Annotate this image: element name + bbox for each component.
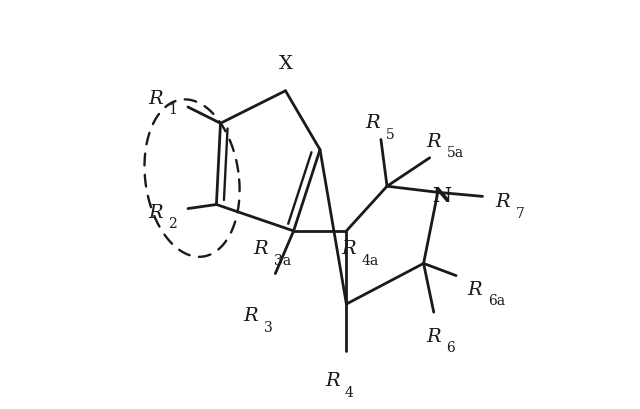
Text: X: X [278, 55, 292, 73]
Text: R: R [148, 90, 163, 108]
Text: R: R [426, 328, 441, 346]
Text: R: R [467, 281, 482, 299]
Text: R: R [495, 193, 510, 211]
Text: 1: 1 [168, 103, 177, 117]
Text: R: R [244, 307, 259, 325]
Text: R: R [365, 114, 380, 132]
Text: R: R [341, 240, 356, 258]
Text: 7: 7 [515, 207, 524, 221]
Text: 6: 6 [447, 341, 455, 355]
Text: N: N [432, 186, 451, 206]
Text: 4a: 4a [362, 254, 379, 267]
Text: 3a: 3a [275, 254, 292, 267]
Text: R: R [254, 240, 268, 258]
Text: 4: 4 [345, 386, 354, 400]
Text: 5: 5 [385, 128, 394, 142]
Text: 5a: 5a [447, 146, 464, 160]
Text: 2: 2 [168, 217, 177, 231]
Text: R: R [325, 372, 339, 390]
Text: R: R [148, 204, 163, 222]
Text: 3: 3 [264, 321, 273, 335]
Text: 6a: 6a [488, 294, 505, 308]
Text: R: R [426, 133, 441, 151]
